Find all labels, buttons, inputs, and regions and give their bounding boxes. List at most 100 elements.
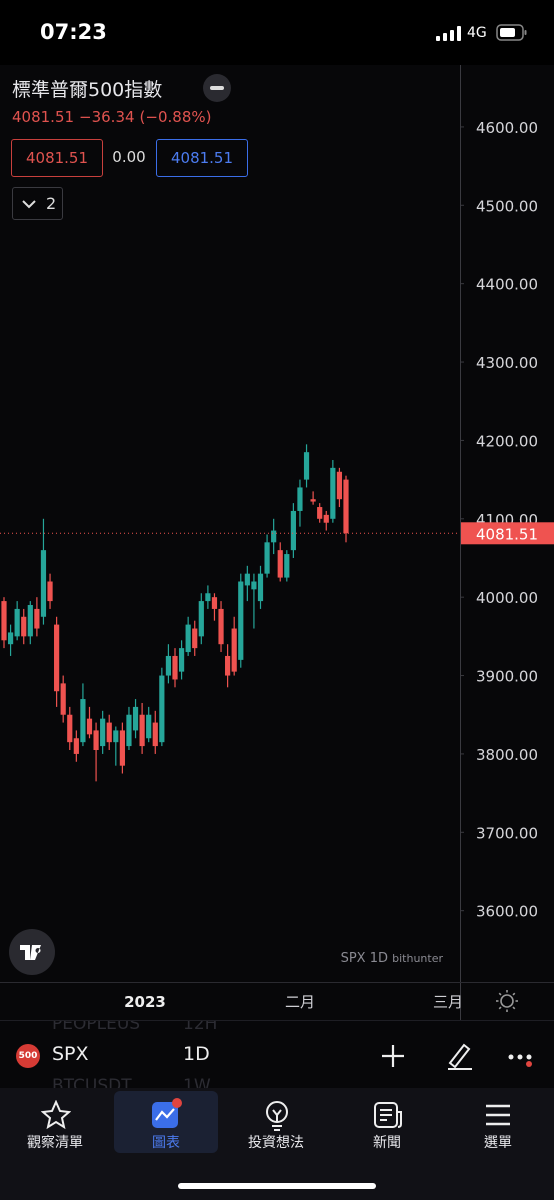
candle-body [303, 452, 310, 480]
indicator-toggle[interactable]: 2 [12, 187, 63, 220]
chart: 3600.003700.003800.003900.004000.004100.… [0, 65, 554, 1020]
candle-body [310, 499, 316, 502]
battery-icon [496, 24, 527, 41]
candle-body [106, 722, 112, 743]
signal-icon [436, 26, 461, 41]
candle-body [132, 706, 139, 731]
sun-ray [498, 992, 502, 996]
add-button[interactable] [380, 1043, 406, 1069]
tab-bar: 觀察清單 圖表 投資想法 新聞 選單 [0, 1088, 554, 1200]
sun-ray [512, 992, 516, 996]
candle-body [336, 471, 343, 500]
sun-core [500, 994, 514, 1008]
watermark-author: bithunter [392, 952, 443, 965]
candle-body [165, 655, 172, 676]
x-tick-label: 二月 [285, 993, 315, 1011]
watermark-symbol: SPX 1D [341, 951, 388, 966]
last-price-label: 4081.51 [476, 525, 538, 543]
collapse-button[interactable] [202, 74, 232, 102]
indicator-count: 2 [46, 194, 57, 213]
tab-label: 圖表 [152, 1135, 180, 1151]
candle-body [172, 655, 178, 680]
tab-label: 投資想法 [248, 1135, 304, 1151]
candle-body [119, 730, 125, 766]
candle-body [284, 554, 290, 578]
clock: 07:23 [40, 20, 107, 44]
last-price: 4081.51 [12, 108, 75, 126]
candle-body [343, 479, 349, 534]
candle-body [211, 597, 218, 609]
candle-body [21, 616, 27, 637]
sell-button[interactable]: 4081.51 [11, 139, 103, 177]
x-tick-label: 2023 [124, 993, 166, 1011]
candle-body [178, 648, 185, 672]
y-tick-label: 4400.00 [476, 276, 538, 294]
candle-body [205, 593, 211, 602]
candle-body [238, 581, 244, 660]
status-bar: 07:23 4G [0, 0, 554, 65]
x-tick-label: 三月 [433, 993, 463, 1011]
spread: 0.00 [112, 148, 146, 166]
candle-body [146, 714, 152, 739]
candle-body [192, 628, 198, 649]
draw-button[interactable] [444, 1039, 474, 1071]
sun-ray [498, 1006, 502, 1010]
tab-label: 觀察清單 [27, 1135, 83, 1151]
tv-logo [9, 929, 55, 975]
candle-body [198, 601, 204, 637]
tab[interactable]: 投資想法 [224, 1092, 328, 1152]
candle-body [86, 718, 93, 735]
candle-body [257, 573, 264, 602]
candle-body [251, 581, 257, 590]
tab[interactable]: 觀察清單 [3, 1092, 107, 1152]
quote: 4081.51 −36.34 (−0.88%) [12, 108, 216, 126]
settings-button[interactable] [496, 990, 518, 1012]
menu-icon [486, 1104, 510, 1126]
tab-label: 選單 [484, 1135, 512, 1151]
y-tick-label: 3600.00 [476, 903, 538, 921]
candle-body [67, 714, 73, 743]
candle-body [54, 624, 60, 692]
chevron-icon [22, 200, 36, 209]
y-tick-label: 4200.00 [476, 432, 538, 450]
interval-button[interactable]: 1D [183, 1043, 210, 1065]
symbol-title: 標準普爾500指數 [12, 79, 163, 101]
candle-body [34, 608, 40, 629]
ghost-symbol: BTCUSDT [52, 1076, 132, 1089]
sun-ray [512, 1006, 516, 1010]
candle-body [47, 581, 53, 602]
candle-body [73, 738, 79, 754]
candle-body [330, 467, 336, 519]
candle-body [323, 514, 329, 523]
candle-body [93, 730, 99, 751]
candle-body [113, 730, 119, 743]
candle-body [159, 675, 165, 743]
time-axis-mask [461, 983, 554, 1020]
tab-selected[interactable]: 圖表 [114, 1091, 218, 1153]
y-tick-label: 4000.00 [476, 589, 538, 607]
home-indicator [178, 1183, 376, 1189]
idea-icon [266, 1101, 288, 1131]
candle-body [317, 507, 323, 519]
y-tick-label: 4600.00 [476, 119, 538, 137]
candle-body [7, 632, 14, 645]
candle-body [40, 550, 47, 617]
y-tick-label: 3700.00 [476, 824, 538, 842]
y-tick-label: 4500.00 [476, 197, 538, 215]
candle-body [218, 608, 224, 645]
candle-body [139, 714, 145, 747]
candle-body [1, 601, 7, 641]
candle-body [27, 605, 33, 637]
buy-button[interactable]: 4081.51 [156, 139, 248, 177]
more-button[interactable] [506, 1047, 536, 1067]
candle-body [264, 542, 270, 574]
candle-body [277, 550, 283, 578]
candle-body [185, 624, 191, 653]
candle-body [100, 718, 106, 747]
symbol-button[interactable]: SPX [52, 1043, 89, 1065]
toolbar: PEOPLEUS 12H BTCUSDT 1W 500 SPX 1D [0, 1020, 554, 1089]
tab[interactable]: 新聞 [335, 1092, 439, 1152]
tab[interactable]: 選單 [446, 1092, 550, 1152]
candle-body [297, 487, 303, 511]
